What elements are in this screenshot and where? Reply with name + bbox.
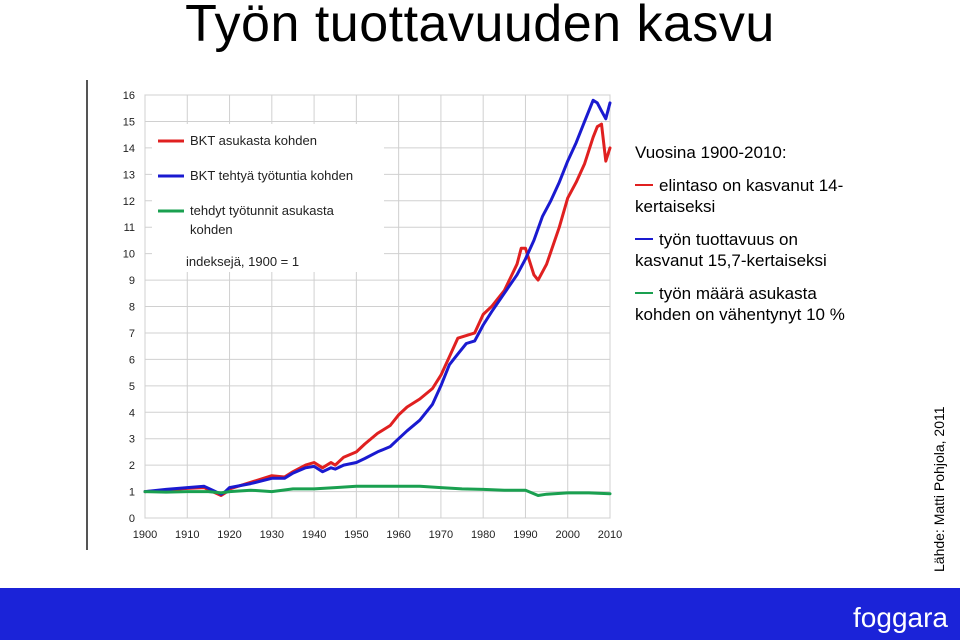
- series-line-3: [143, 484, 612, 497]
- x-tick-label: 2010: [598, 529, 622, 541]
- chart-legend: BKT asukasta kohden BKT tehtyä työtuntia …: [152, 124, 384, 272]
- footer-bar: foggara: [0, 588, 960, 640]
- blue-dash-icon: [635, 237, 653, 240]
- summary-notes: Vuosina 1900-2010: elintaso on kasvanut …: [635, 142, 865, 337]
- notes-heading: Vuosina 1900-2010:: [635, 143, 787, 162]
- legend-index-note: indeksejä, 1900 = 1: [186, 254, 299, 269]
- y-tick-label: 8: [129, 302, 135, 314]
- y-tick-label: 4: [129, 407, 135, 419]
- x-tick-label: 1910: [175, 529, 199, 541]
- y-tick-label: 0: [129, 513, 135, 525]
- y-tick-label: 9: [129, 275, 135, 287]
- x-tick-label: 1990: [513, 529, 537, 541]
- chart-series: [143, 98, 612, 497]
- x-tick-label: 1950: [344, 529, 368, 541]
- series-line-2: [143, 98, 612, 496]
- x-tick-label: 1960: [386, 529, 410, 541]
- x-tick-label: 1920: [217, 529, 241, 541]
- note-text: työn määrä asukasta kohden on vähentynyt…: [635, 284, 845, 324]
- source-citation: Lähde: Matti Pohjola, 2011: [931, 406, 947, 572]
- y-tick-label: 16: [123, 90, 135, 102]
- legend-background: [152, 124, 384, 272]
- note-work-amount: työn määrä asukasta kohden on vähentynyt…: [635, 283, 865, 325]
- legend-label-3: kohden: [190, 222, 233, 237]
- note-text: työn tuottavuus on kasvanut 15,7-kertais…: [635, 230, 827, 270]
- note-productivity: työn tuottavuus on kasvanut 15,7-kertais…: [635, 229, 865, 271]
- vertical-divider: [86, 80, 88, 550]
- y-tick-label: 2: [129, 460, 135, 472]
- y-tick-label: 7: [129, 328, 135, 340]
- note-text: elintaso on kasvanut 14-kertaiseksi: [635, 176, 844, 216]
- y-tick-label: 13: [123, 169, 135, 181]
- x-tick-label: 1980: [471, 529, 495, 541]
- y-tick-label: 12: [123, 196, 135, 208]
- legend-label-1: BKT asukasta kohden: [190, 133, 317, 148]
- x-tick-label: 1930: [260, 529, 284, 541]
- brand-logo: foggara: [853, 602, 948, 633]
- y-tick-label: 6: [129, 354, 135, 366]
- y-tick-label: 14: [123, 143, 135, 155]
- slide-title: Työn tuottavuuden kasvu: [185, 0, 775, 53]
- note-living-standard: elintaso on kasvanut 14-kertaiseksi: [635, 175, 865, 217]
- y-tick-label: 10: [123, 249, 135, 261]
- y-tick-label: 3: [129, 434, 135, 446]
- x-tick-label: 1940: [302, 529, 326, 541]
- red-dash-icon: [635, 183, 653, 186]
- legend-label-3: tehdyt työtunnit asukasta: [190, 203, 335, 218]
- y-tick-label: 5: [129, 381, 135, 393]
- y-tick-label: 1: [129, 487, 135, 499]
- y-tick-label: 11: [124, 222, 135, 234]
- legend-label-2: BKT tehtyä työtuntia kohden: [190, 168, 353, 183]
- y-tick-label: 15: [123, 116, 135, 128]
- green-dash-icon: [635, 291, 653, 294]
- x-tick-label: 1900: [133, 529, 157, 541]
- x-tick-label: 2000: [555, 529, 579, 541]
- x-tick-label: 1970: [429, 529, 453, 541]
